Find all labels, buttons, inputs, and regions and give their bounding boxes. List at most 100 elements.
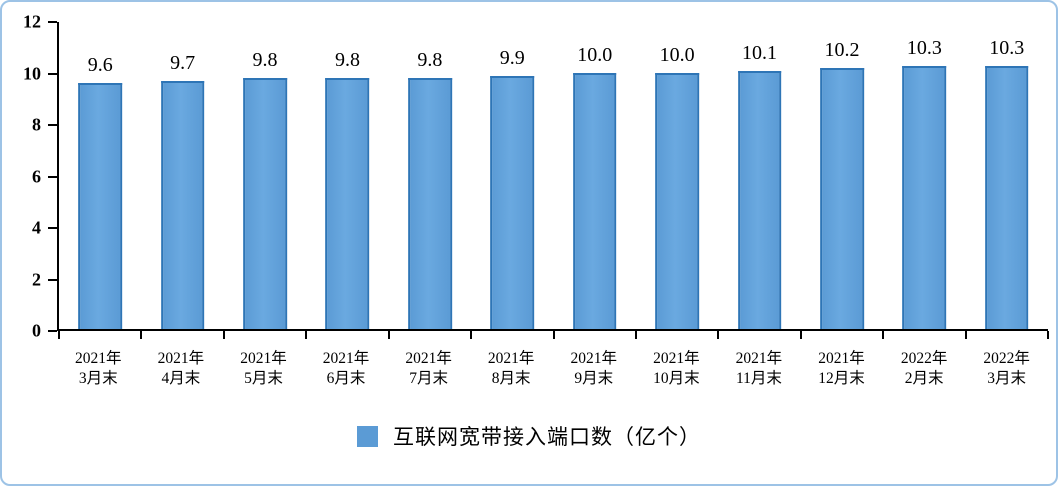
bar: [408, 78, 452, 329]
bar-column: 10.0: [554, 22, 636, 329]
x-axis-label: 2022年 3月末: [965, 349, 1048, 388]
bar: [78, 83, 123, 329]
bar: [160, 80, 205, 329]
bar-value-label: 9.9: [499, 46, 525, 69]
y-tick-label: 8: [32, 114, 41, 135]
x-axis-label-month: 12月末: [818, 369, 865, 387]
bar-value-label: 9.8: [334, 49, 360, 72]
bar: [737, 70, 782, 329]
bar-value-label: 10.3: [989, 36, 1025, 59]
x-axis-label-year: 2021年: [818, 350, 865, 367]
y-tick-mark: [48, 227, 57, 229]
bar-column: 9.8: [389, 22, 471, 329]
y-tick-mark: [48, 175, 57, 178]
x-tick-mark: [305, 331, 308, 339]
x-axis-label-month: 6月末: [326, 369, 366, 387]
x-axis-label-month: 3月末: [78, 369, 118, 387]
y-axis: 0 2 4 6 8 10 12: [2, 13, 57, 340]
bar: [325, 78, 370, 329]
x-axis-label-year: 2022年: [900, 350, 948, 367]
y-tick-mark: [48, 72, 57, 75]
x-tick-mark: [882, 331, 885, 339]
x-axis-label-month: 3月末: [987, 369, 1027, 387]
x-axis-label: 2021年 12月末: [800, 349, 883, 388]
x-axis-label: 2021年 7月末: [387, 349, 470, 388]
legend-swatch-icon: [357, 425, 378, 447]
x-axis-label: 2021年 8月末: [470, 349, 553, 388]
bar-value-label: 9.8: [252, 49, 278, 72]
x-axis-label-year: 2021年: [240, 350, 287, 367]
y-tick-mark: [48, 278, 57, 281]
x-tick-mark: [552, 331, 555, 339]
y-tick-label: 12: [23, 11, 41, 32]
x-axis-label-year: 2021年: [570, 350, 618, 367]
x-tick-mark: [717, 331, 720, 339]
bar: [655, 73, 699, 329]
bar-value-label: 10.1: [742, 41, 778, 64]
x-axis-label: 2022年 2月末: [883, 349, 966, 388]
y-tick-mark: [48, 330, 57, 332]
bar-value-label: 10.2: [824, 39, 860, 62]
y-tick-mark: [48, 21, 57, 23]
bar: [243, 78, 287, 329]
x-axis-label: 2021年 4月末: [140, 349, 223, 388]
bar-value-label: 9.8: [417, 49, 443, 72]
x-axis-label-year: 2021年: [75, 350, 122, 367]
x-axis-label: 2021年 3月末: [57, 349, 140, 388]
x-axis-label-month: 10月末: [653, 369, 700, 387]
x-axis-label: 2021年 5月末: [222, 349, 305, 388]
bar-column: 10.3: [883, 22, 965, 329]
x-tick-mark: [1047, 331, 1049, 339]
bar-column: 10.2: [801, 22, 883, 329]
y-tick-label: 6: [32, 166, 41, 187]
x-axis-label-month: 9月末: [574, 369, 614, 387]
bar: [490, 75, 535, 329]
x-axis-label-month: 7月末: [409, 369, 448, 387]
x-tick-mark: [634, 331, 637, 339]
x-axis-label-year: 2021年: [487, 350, 535, 367]
x-axis-labels: 2021年 3月末 2021年 4月末 2021年 5月末 2021年 6月末 2021年 7月末…: [57, 349, 1048, 388]
x-axis-label-year: 2021年: [735, 350, 783, 367]
bar-column: 9.7: [141, 22, 223, 329]
x-tick-mark: [387, 331, 390, 339]
x-axis-label: 2021年 9月末: [552, 349, 635, 388]
x-axis-label-month: 2月末: [904, 369, 944, 387]
x-tick-mark: [470, 331, 473, 339]
x-axis-label-year: 2021年: [157, 350, 205, 367]
bar-value-label: 9.7: [170, 51, 196, 74]
x-axis-label-year: 2022年: [983, 350, 1030, 367]
plot-area: 9.6 9.7 9.8 9.8 9.8 9.9 10.0 10.0 10.1 10.2 10.3 10…: [57, 22, 1049, 339]
bar-value-label: 10.3: [906, 36, 942, 59]
x-tick-mark: [140, 331, 143, 339]
y-tick-label: 4: [32, 217, 41, 238]
bar: [572, 73, 617, 329]
x-axis-label-month: 11月末: [735, 369, 782, 387]
x-axis-label-month: 8月末: [491, 369, 531, 387]
x-axis-label-year: 2021年: [322, 350, 370, 367]
x-axis-label-month: 4月末: [161, 369, 201, 387]
x-axis-label: 2021年 11月末: [718, 349, 801, 388]
y-tick-label: 0: [32, 320, 41, 341]
x-tick-mark: [58, 331, 60, 339]
x-axis-label-month: 5月末: [244, 369, 283, 387]
y-tick-label: 2: [32, 269, 41, 290]
bar: [902, 65, 947, 329]
bar-column: 10.1: [718, 22, 800, 329]
x-tick-mark: [222, 331, 225, 339]
bar-column: 10.0: [636, 22, 718, 329]
bar: [984, 65, 1029, 329]
x-tick-mark: [799, 331, 802, 339]
bar-column: 10.3: [966, 22, 1048, 329]
x-axis-label-year: 2021年: [653, 350, 700, 367]
bar-column: 9.6: [59, 22, 141, 329]
bar-value-label: 10.0: [577, 44, 613, 67]
bar: [820, 68, 864, 329]
bar-value-label: 10.0: [659, 44, 695, 67]
x-axis-label: 2021年 6月末: [305, 349, 388, 388]
legend: 互联网宽带接入端口数（亿个）: [2, 421, 1056, 451]
bar-value-label: 9.6: [87, 54, 113, 77]
x-axis-label: 2021年 10月末: [635, 349, 718, 388]
bar-column: 9.8: [306, 22, 388, 329]
y-tick-label: 10: [23, 63, 41, 84]
